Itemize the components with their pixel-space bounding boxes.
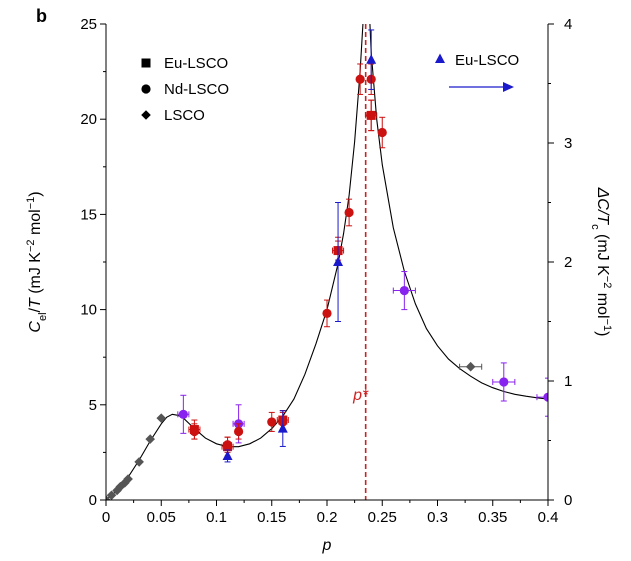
y-right-tick-label: 1	[564, 373, 572, 390]
data-point	[499, 377, 509, 387]
data-point	[465, 361, 476, 372]
y-left-title-part: )	[27, 191, 44, 196]
y-left-title-part: T	[27, 297, 44, 308]
y-left-axis-title: Cel/T (mJ K−2 mol−1)	[25, 191, 49, 332]
y-left-tick-label: 20	[80, 111, 97, 128]
data-point	[333, 256, 344, 266]
data-point	[134, 457, 144, 467]
y-right-tick-label: 0	[564, 492, 572, 509]
legend-label: Eu-LSCO	[164, 55, 228, 72]
data-point	[366, 54, 377, 64]
x-tick-label: 0.2	[317, 509, 338, 526]
data-point	[222, 440, 233, 450]
data-point	[123, 474, 133, 484]
data-point	[543, 392, 548, 402]
x-axis-title: p	[322, 537, 332, 554]
y-left-title-part: el	[37, 312, 49, 321]
x-tick-label: 0	[102, 509, 110, 526]
data-layer: p*	[106, 24, 548, 500]
y-right-title-part: −1	[601, 319, 613, 332]
data-point	[222, 450, 233, 460]
y-left-title-part: mol	[27, 209, 44, 239]
legend: Eu-LSCO Nd-LSCO LSCO Eu-LSCO	[141, 52, 519, 124]
x-tick-label: 0.1	[206, 509, 227, 526]
y-right-tick-label: 2	[564, 254, 572, 271]
axes-layer: 0 0.05 0.1 0.15 0.2 0.25 0.3 0.35 0.4 0 5 10 15 20 25 0…	[25, 16, 613, 554]
data-point	[344, 207, 354, 218]
y-left-tick-label: 15	[80, 206, 97, 223]
data-point	[399, 285, 409, 296]
y-right-title-part: mol	[594, 288, 611, 318]
pstar-label: p*	[352, 387, 369, 404]
panel-label: b	[36, 6, 47, 26]
data-point	[377, 127, 387, 138]
data-point	[355, 74, 365, 84]
y-right-title-part: )	[594, 331, 611, 336]
data-point	[322, 308, 332, 319]
y-left-title-part: /	[27, 307, 44, 312]
y-right-axis-title: ΔC/Tc (mJ K−2 mol−1)	[589, 187, 613, 337]
x-tick-label: 0.3	[427, 509, 448, 526]
series-1	[177, 271, 548, 444]
x-tick-label: 0.05	[147, 509, 176, 526]
data-point	[267, 417, 277, 427]
x-tick-label: 0.4	[538, 509, 559, 526]
y-right-title-part: −2	[601, 276, 613, 289]
x-tick-label: 0.25	[368, 509, 397, 526]
data-point	[277, 423, 288, 433]
data-point	[178, 409, 188, 419]
legend-label: LSCO	[164, 107, 205, 124]
data-point	[145, 434, 155, 444]
legend-marker-diamond	[141, 110, 151, 120]
y-right-title-part: (mJ K	[594, 230, 611, 277]
data-point	[106, 490, 117, 500]
y-left-title-part: −1	[25, 197, 37, 210]
x-tick-label: 0.35	[478, 509, 507, 526]
data-point	[112, 485, 122, 496]
data-point	[119, 478, 130, 488]
data-point	[234, 426, 244, 437]
y-right-tick-label: 4	[564, 16, 572, 33]
y-right-title-part: c	[589, 224, 601, 230]
legend-label: Nd-LSCO	[164, 81, 229, 98]
data-point	[189, 426, 199, 437]
series-4	[222, 29, 377, 463]
y-left-title-part: −2	[25, 239, 37, 252]
right-legend-arrow-head	[503, 82, 514, 92]
data-point	[106, 495, 111, 500]
y-left-title-part: C	[27, 321, 44, 333]
series-0	[106, 361, 483, 500]
y-left-tick-label: 25	[80, 16, 97, 33]
y-right-title-part: ΔC/T	[594, 187, 611, 226]
series-3	[189, 63, 387, 453]
y-left-tick-label: 5	[89, 397, 97, 414]
y-left-title-part: (mJ K	[27, 252, 44, 299]
x-tick-label: 0.15	[257, 509, 286, 526]
y-left-tick-label: 10	[80, 302, 97, 319]
legend-marker-square	[141, 58, 151, 68]
y-right-tick-label: 3	[564, 135, 572, 152]
data-point	[156, 413, 167, 423]
data-point	[366, 110, 376, 120]
legend-marker-circle	[141, 84, 151, 94]
right-legend-label: Eu-LSCO	[455, 52, 519, 69]
y-left-tick-label: 0	[89, 492, 97, 509]
right-legend-triangle	[435, 53, 445, 63]
series-2	[188, 99, 378, 457]
